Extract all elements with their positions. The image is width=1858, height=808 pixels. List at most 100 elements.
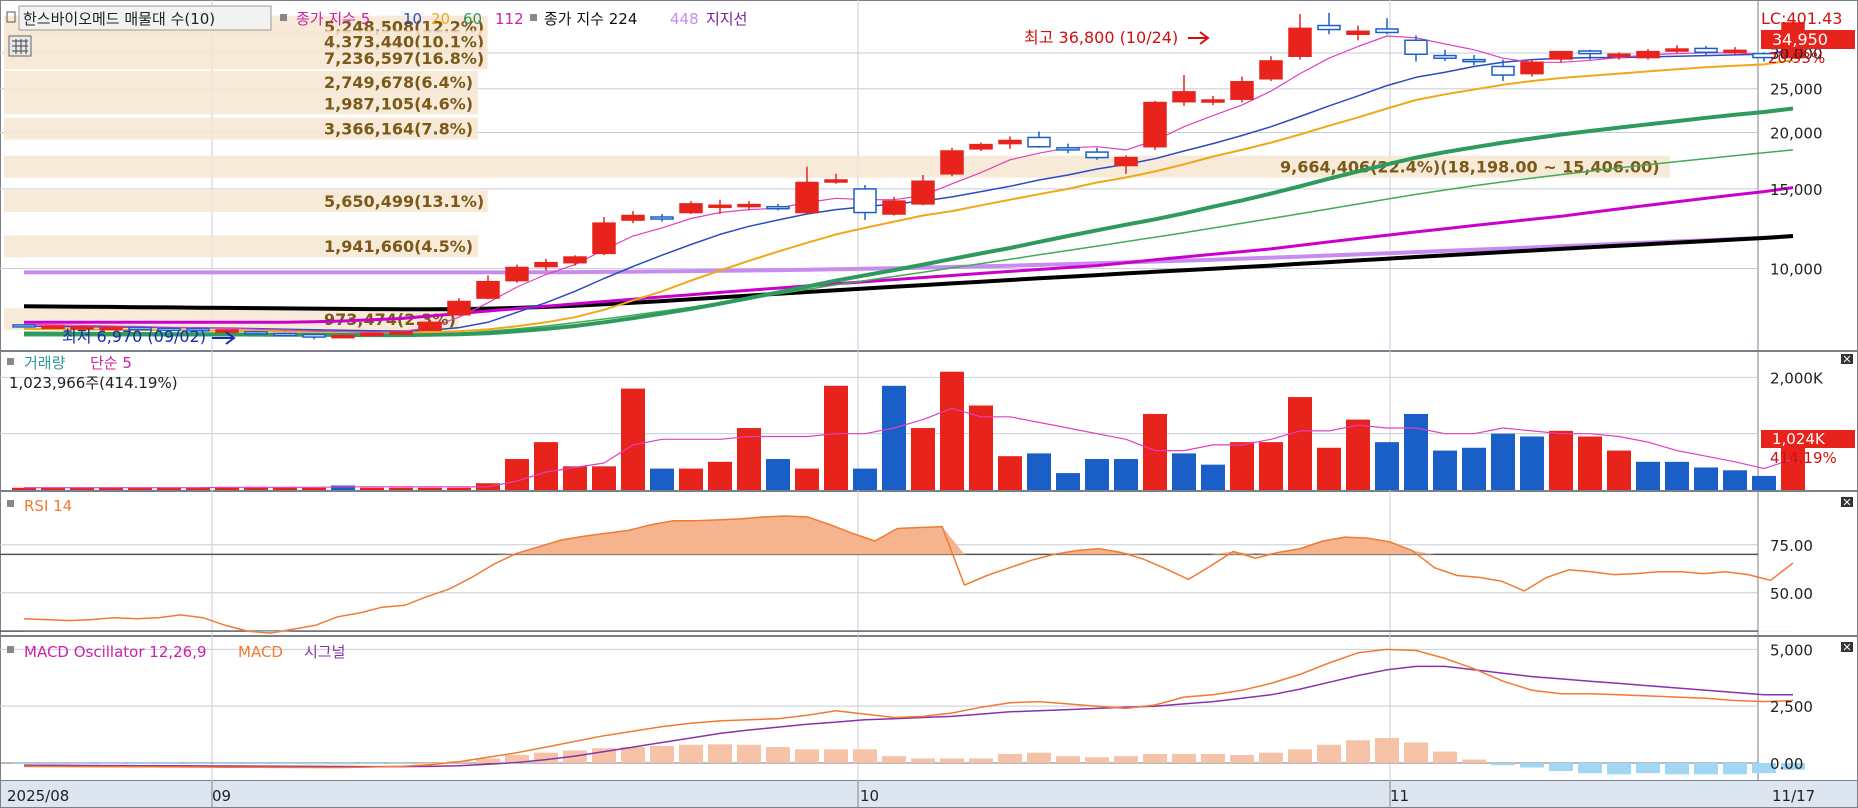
macd-oscillator-bar <box>273 762 297 765</box>
support-line <box>24 186 1794 324</box>
volume-bar <box>621 388 645 490</box>
candle-body <box>592 222 616 255</box>
volume-bar <box>1665 461 1689 490</box>
rsi-tick-label: 50.00 <box>1770 585 1813 603</box>
macd-oscillator-bar <box>1085 757 1109 763</box>
macd-oscillator-bar <box>1143 753 1167 763</box>
legend-ma20: 20 <box>431 10 450 28</box>
macd-oscillator-bar <box>795 749 819 763</box>
macd-oscillator-bar <box>1694 762 1718 775</box>
candle-body <box>1317 24 1341 31</box>
grid-toggle-icon[interactable] <box>8 35 32 57</box>
volume-tick-label: 2,000K <box>1770 369 1824 387</box>
candle-body <box>1607 53 1631 58</box>
volume-bar <box>331 485 355 490</box>
candle-body <box>1201 99 1225 103</box>
volume-profile-label: 1,987,105(4.6%) <box>324 94 473 113</box>
macd-oscillator-bar <box>708 744 732 763</box>
volume-bar <box>1114 459 1138 490</box>
volume-bar <box>418 487 442 490</box>
candle-body <box>708 204 732 209</box>
volume-bar <box>1143 413 1167 490</box>
volume-bar <box>70 487 94 490</box>
rsi-line <box>23 515 1794 634</box>
candle-body <box>1143 101 1167 148</box>
volume-bar <box>1607 450 1631 490</box>
volume-profile-label: 9,664,406(22.4%)(18,198.00 ~ 15,406.00) <box>1280 158 1660 177</box>
volume-bar <box>795 468 819 490</box>
candle-body <box>389 331 413 335</box>
candle-body <box>1288 27 1312 57</box>
macd-oscillator-bar <box>882 756 906 763</box>
volume-bar <box>505 459 529 490</box>
candle-body <box>1259 60 1283 80</box>
volume-profile-label: 4,373,440(10.1%) <box>324 33 484 52</box>
close-icon[interactable] <box>1841 642 1853 652</box>
volume-bar <box>389 487 413 490</box>
volume-title: 거래량 <box>24 354 66 372</box>
x-label: 10 <box>860 787 879 805</box>
candle-body <box>1752 52 1776 59</box>
macd-oscillator-bar <box>853 749 877 763</box>
volume-bar <box>1230 442 1254 490</box>
moving-averages <box>23 35 1794 338</box>
candle-body <box>621 214 645 221</box>
candle-body <box>1346 30 1370 35</box>
close-icon[interactable] <box>1841 497 1853 507</box>
legend-square-icon <box>7 358 14 365</box>
macd-oscillator-bar <box>418 762 442 764</box>
volume-bar <box>447 487 471 490</box>
candle-body <box>1114 156 1138 167</box>
ma10-line <box>23 50 1794 332</box>
macd-lines <box>12 648 1805 775</box>
axes: 10,000 15,000 20,000 25,000 30,000 2,000K 50.0… <box>211 45 1824 808</box>
macd-tick-label: 2,500 <box>1770 698 1813 716</box>
volume-bar <box>1723 470 1747 490</box>
volume-profile-band <box>4 70 478 93</box>
volume-bar <box>99 487 123 490</box>
title-box[interactable] <box>18 5 272 31</box>
x-axis-band <box>0 781 1858 808</box>
low-arrow-icon <box>212 331 236 345</box>
volume-bar <box>853 468 877 490</box>
legend-ma112: 112 <box>495 10 524 28</box>
volume-bar <box>969 405 993 490</box>
candle-body <box>534 261 558 268</box>
volume-bar <box>12 487 36 490</box>
candle-body <box>1520 61 1544 75</box>
x-label: 09 <box>212 787 231 805</box>
legend-box-icon <box>6 11 16 23</box>
volume-profile-label: 7,236,597(16.8%) <box>324 49 484 68</box>
macd-oscillator-bar <box>128 762 152 765</box>
macd-oscillator-bar <box>998 753 1022 763</box>
macd-oscillator-bar <box>1723 762 1747 775</box>
close-icon[interactable] <box>1841 354 1853 364</box>
macd-legend: MACD <box>238 643 283 661</box>
candle-body <box>824 179 848 183</box>
macd-oscillator-bar <box>1636 762 1660 774</box>
volume-ma-label: 단순 5 <box>90 354 132 372</box>
volume-profile-band <box>4 30 488 53</box>
candle-body <box>1172 91 1196 103</box>
macd-oscillator-bar <box>186 762 210 765</box>
candle-body <box>1491 65 1515 76</box>
volume-bar <box>1491 433 1515 490</box>
macd-oscillator-bar <box>1549 762 1573 771</box>
volume-bar <box>1636 461 1660 490</box>
candle-body <box>360 332 384 337</box>
high-annotation: 최고 36,800 (10/24) <box>1024 28 1178 47</box>
macd-tick-label: 5,000 <box>1770 641 1813 659</box>
volume-bar <box>302 487 326 490</box>
macd-oscillator-bar <box>1520 762 1544 768</box>
candle-body <box>476 280 500 299</box>
volume-profile-band <box>4 190 488 213</box>
price-tick-label: 10,000 <box>1770 260 1823 278</box>
volume-bar <box>737 428 761 490</box>
macd-line <box>23 648 1794 769</box>
candle-body <box>1665 48 1689 52</box>
lc-label: LC:401.43 <box>1761 9 1842 28</box>
macd-oscillator-bar <box>41 762 65 765</box>
legend-square-icon <box>7 500 14 507</box>
volume-bar <box>911 428 935 490</box>
